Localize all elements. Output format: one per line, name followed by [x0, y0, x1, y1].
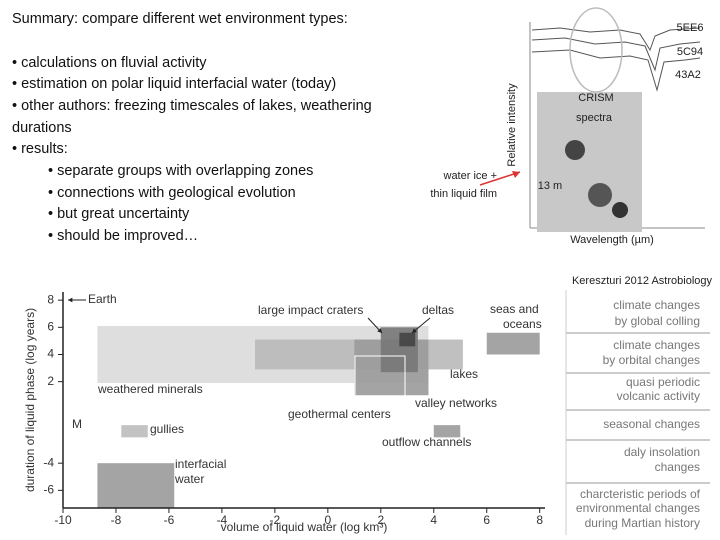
annotation: M: [72, 417, 82, 431]
range-region: [486, 332, 540, 355]
image-y-label: Relative intensity: [506, 83, 518, 167]
annotation: lakes: [450, 367, 478, 381]
x-tick-label: -2: [270, 513, 281, 527]
list-item: climate changes: [613, 338, 700, 352]
scale-label: 13 m: [538, 180, 562, 192]
spectrum: [531, 27, 701, 52]
range-region: [121, 425, 148, 438]
annotation: gullies: [150, 422, 184, 436]
arrowhead: [377, 328, 382, 333]
slide-title: Summary: compare different wet environme…: [12, 11, 348, 27]
bullet: • but great uncertainty: [48, 206, 190, 222]
bullet: • estimation on polar liquid interfacial…: [12, 76, 336, 92]
arrowhead: [512, 171, 520, 178]
x-tick-label: 6: [483, 513, 490, 527]
range-region: [399, 332, 416, 347]
bullet: • calculations on fluvial activity: [12, 55, 207, 71]
x-tick-label: -8: [111, 513, 122, 527]
list-item: daly insolation: [624, 445, 700, 459]
annotation: water: [174, 472, 204, 486]
x-tick-label: 2: [377, 513, 384, 527]
spectrum: [531, 49, 701, 92]
crism-label: CRISM: [578, 92, 613, 104]
y-tick-label: -6: [43, 483, 54, 497]
spectrum-label: 43A2: [675, 69, 701, 81]
x-tick-label: 4: [430, 513, 437, 527]
range-region: [97, 463, 175, 508]
y-tick-label: 8: [47, 292, 54, 306]
y-tick-label: -4: [43, 455, 54, 469]
crism-image: Relative intensity Wavelength (µm) 5EE6 …: [479, 7, 710, 247]
y-axis-label: duration of liquid phase (log years): [23, 308, 37, 492]
annotation: Earth: [88, 292, 117, 306]
image-x-label: Wavelength (µm): [570, 234, 654, 246]
annotation: valley networks: [415, 396, 497, 410]
crism-label: spectra: [576, 112, 613, 124]
bullet: • other authors: freezing timescales of …: [12, 98, 372, 114]
list-item: environmental changes: [576, 501, 700, 515]
arrowhead: [68, 297, 73, 303]
y-tick-label: 2: [47, 374, 54, 388]
annotation: seas and: [490, 302, 539, 316]
annotation: interfacial: [175, 457, 226, 471]
y-tick-label: 4: [47, 347, 54, 361]
spectrum-label: 5EE6: [677, 22, 704, 34]
annotation: water ice +: [443, 170, 498, 182]
annotation: weathered minerals: [97, 382, 203, 396]
x-tick-label: -6: [164, 513, 175, 527]
list-item: by orbital changes: [603, 353, 700, 367]
bullet: durations: [12, 120, 72, 136]
annotation: thin liquid film: [430, 188, 497, 200]
annotation: oceans: [503, 317, 542, 331]
x-axis-label: volume of liquid water (log km³): [221, 520, 388, 534]
list-item: during Martian history: [585, 516, 700, 530]
photo-spot: [565, 140, 585, 160]
outline-box: [354, 355, 406, 411]
annotation: outflow channels: [382, 435, 471, 449]
x-tick-label: 0: [324, 513, 331, 527]
list-item: quasi periodic: [626, 375, 700, 389]
bullet: • results:: [12, 141, 68, 157]
list-item: volcanic activity: [617, 389, 700, 403]
range-region: [433, 425, 461, 438]
annotation: large impact craters: [258, 303, 363, 317]
list-item: by global colling: [615, 314, 700, 328]
spectrum-label: 5C94: [677, 46, 703, 58]
pointer-arrow: [479, 171, 521, 186]
photo-spot: [588, 183, 612, 207]
list-item: seasonal changes: [603, 417, 700, 431]
bullet: • connections with geological evolution: [48, 185, 296, 201]
annotation: deltas: [422, 303, 454, 317]
bullet: • should be improved…: [48, 228, 198, 244]
x-tick-label: -4: [217, 513, 228, 527]
x-tick-label: -10: [54, 513, 72, 527]
annotation: geothermal centers: [288, 407, 391, 421]
arrowhead: [412, 328, 417, 333]
y-tick-label: 6: [47, 319, 54, 333]
list-item: charcteristic periods of: [580, 487, 701, 501]
spectrum: [531, 37, 701, 72]
x-tick-label: 8: [536, 513, 543, 527]
list-item: changes: [655, 460, 700, 474]
list-item: climate changes: [613, 298, 700, 312]
photo-spot: [612, 202, 628, 218]
citation: Kereszturi 2012 Astrobiology: [572, 275, 713, 287]
bullet: • separate groups with overlapping zones: [48, 163, 313, 179]
